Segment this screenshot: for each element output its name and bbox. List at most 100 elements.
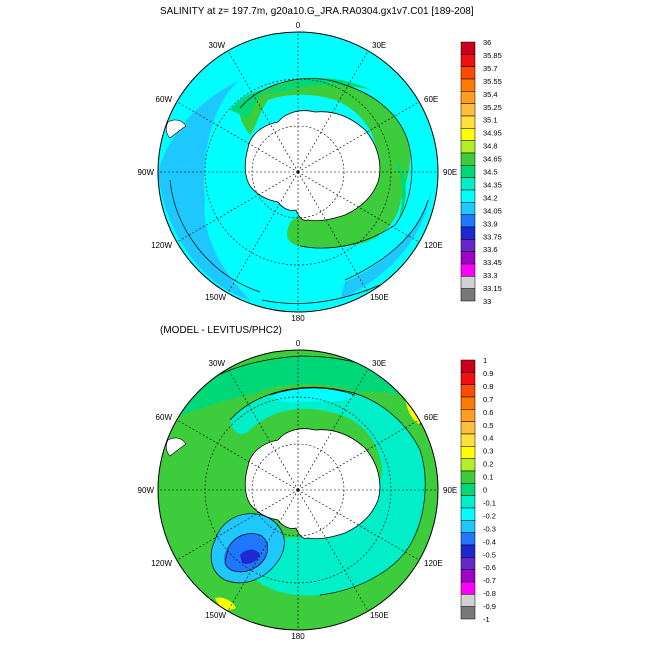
top-saline-band — [239, 78, 411, 248]
bottom-lon-label: 90W — [138, 486, 155, 495]
bottom-colorbar-box — [460, 421, 476, 435]
top-lon-label: 150W — [205, 293, 226, 302]
bottom-south-america — [165, 437, 187, 457]
bottom-lon-label: 60W — [156, 413, 173, 422]
bottom-colorbar-label: 0.3 — [483, 447, 493, 456]
bottom-lon-label: 120E — [424, 559, 443, 568]
bottom-lon-label: 120W — [151, 559, 172, 568]
top-colorbar-label: 34.05 — [483, 206, 502, 215]
bottom-lime-region-north — [165, 356, 420, 420]
bottom-colorbar-label: -0.7 — [483, 576, 496, 585]
bottom-lon-label: 180 — [291, 632, 305, 641]
bottom-colorbar-label: -0.9 — [483, 602, 496, 611]
top-colorbar-label: 33.45 — [483, 258, 502, 267]
bottom-lon-label: 0 — [296, 339, 301, 348]
top-colorbar-label: 35.25 — [483, 103, 502, 112]
bottom-colorbar-box — [460, 507, 476, 521]
top-colorbar-box — [460, 288, 476, 302]
bottom-positive-patch-southwest — [215, 597, 236, 610]
bottom-colorbar-box — [460, 384, 476, 398]
top-fresh-region-east — [340, 190, 432, 300]
top-colorbar-label: 36 — [483, 38, 491, 47]
bottom-colorbar-box — [460, 396, 476, 410]
top-colorbar-box — [460, 189, 476, 203]
top-colorbar-box — [460, 202, 476, 215]
top-lon-label: 120W — [151, 241, 172, 250]
top-colorbar-label: 34.65 — [483, 155, 502, 164]
bottom-colorbar-label: 0 — [483, 486, 487, 495]
bottom-negative-core-north — [270, 387, 355, 403]
bottom-colorbar-box — [460, 359, 476, 373]
bottom-map-border — [157, 349, 439, 631]
bottom-panel-title: (MODEL - LEVITUS/PHC2) — [160, 325, 282, 336]
bottom-colorbar-box — [460, 458, 476, 472]
top-lon-label: 30E — [372, 41, 386, 50]
top-saline-band-east — [395, 160, 406, 222]
bottom-colorbar-box — [460, 532, 476, 546]
top-colorbar-label: 35.4 — [483, 90, 498, 99]
top-colorbar-label: 33.75 — [483, 232, 502, 241]
top-colorbar-box — [460, 103, 476, 117]
bottom-colorbar-box — [460, 594, 476, 607]
top-colorbar-label: 35.1 — [483, 116, 498, 125]
top-colorbar-label: 33.15 — [483, 284, 502, 293]
top-colorbar: 36 35.85 35.7 35.55 35.4 35.25 35.1 34.95 34.8 34… — [460, 38, 502, 306]
bottom-map: 0 30E 60E 90E 120E 150E 180 150W 120W 90… — [138, 339, 458, 641]
top-panel-title: SALINITY at z= 197.7m, g20a10.G_JRA.RA03… — [160, 6, 474, 17]
top-colorbar-label: 33.9 — [483, 219, 498, 228]
top-colorbar-box — [460, 214, 476, 228]
top-colorbar-box — [460, 128, 476, 141]
top-colorbar-box — [460, 226, 476, 240]
bottom-colorbar-label: -0.2 — [483, 511, 496, 520]
top-lon-label: 60E — [424, 95, 438, 104]
top-saline-band-north — [260, 78, 372, 95]
bottom-colorbar-label: -0.1 — [483, 498, 496, 507]
top-colorbar-label: 34.35 — [483, 180, 502, 189]
bottom-colorbar-label: 0.4 — [483, 434, 493, 443]
bottom-lon-label: 30E — [372, 359, 386, 368]
top-lon-label: 180 — [291, 314, 305, 323]
top-colorbar-label: 34.5 — [483, 168, 498, 177]
top-colorbar-label: 35.85 — [483, 51, 502, 60]
top-colorbar-label: 33.3 — [483, 271, 498, 280]
top-colorbar-box — [460, 78, 476, 92]
bottom-colorbar-box — [460, 557, 476, 570]
top-colorbar-box — [460, 263, 476, 277]
top-colorbar-box — [460, 54, 476, 67]
bottom-colorbar-label: -1 — [483, 615, 490, 624]
top-lon-label: 90W — [138, 168, 155, 177]
bottom-colorbar-box — [460, 433, 476, 447]
bottom-colorbar-box — [460, 483, 476, 496]
bottom-lon-label: 90E — [443, 486, 457, 495]
top-south-america — [165, 119, 187, 139]
top-antarctica — [244, 110, 381, 222]
top-fresh-region-west — [158, 80, 250, 300]
top-colorbar-box — [460, 115, 476, 129]
top-map: 0 30E 60E 90E 120E 150E 180 150W 120W 90… — [138, 21, 458, 323]
bottom-colorbar-box — [460, 446, 476, 459]
bottom-negative-anomaly-core — [240, 549, 260, 564]
top-graticule — [158, 32, 438, 312]
bottom-lon-label: 60E — [424, 413, 438, 422]
bottom-colorbar-box — [460, 470, 476, 484]
bottom-colorbar-label: 0.6 — [483, 408, 493, 417]
bottom-colorbar-label: -0.5 — [483, 550, 496, 559]
bottom-graticule — [158, 350, 438, 630]
bottom-colorbar-label: -0.6 — [483, 563, 496, 572]
bottom-colorbar-label: 0.8 — [483, 382, 493, 391]
bottom-colorbar-label: 1 — [483, 356, 487, 365]
top-colorbar-box — [460, 177, 476, 191]
top-colorbar-box — [460, 239, 476, 252]
bottom-colorbar-label: 0.7 — [483, 395, 493, 404]
top-colorbar-box — [460, 66, 476, 80]
bottom-colorbar-label: 0.9 — [483, 369, 493, 378]
bottom-colorbar-label: 0.5 — [483, 421, 493, 430]
top-lon-label: 150E — [370, 293, 389, 302]
top-colorbar-label: 34.95 — [483, 129, 502, 138]
top-colorbar-label: 35.55 — [483, 77, 502, 86]
top-lon-label: 90E — [443, 168, 457, 177]
bottom-colorbar-box — [460, 495, 476, 509]
bottom-colorbar-box — [460, 569, 476, 583]
top-colorbar-box — [460, 41, 476, 55]
